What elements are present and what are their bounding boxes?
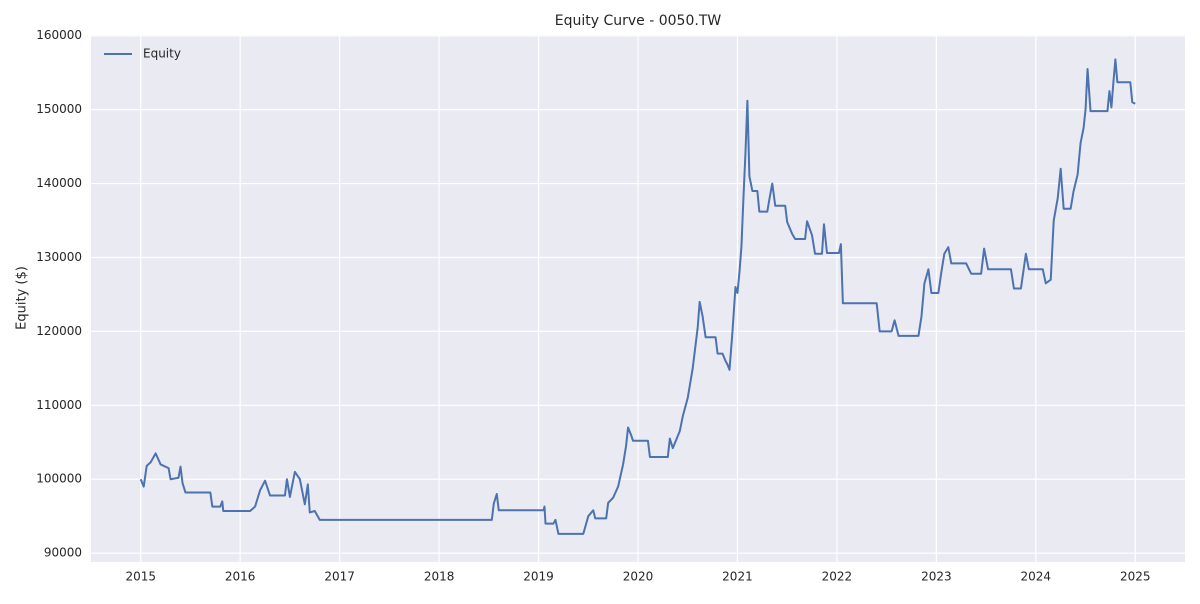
- x-tick-label: 2019: [523, 570, 554, 584]
- x-tick-label: 2016: [225, 570, 256, 584]
- y-tick-label: 110000: [36, 398, 82, 412]
- x-tick-label: 2015: [125, 570, 156, 584]
- y-tick-label: 120000: [36, 324, 82, 338]
- x-tick-label: 2021: [722, 570, 753, 584]
- x-tick-label: 2020: [623, 570, 654, 584]
- y-tick-label: 160000: [36, 28, 82, 42]
- x-tick-label: 2024: [1021, 570, 1052, 584]
- equity-line: [139, 58, 1136, 535]
- x-tick-label: 2022: [822, 570, 853, 584]
- y-tick-label: 90000: [44, 546, 82, 560]
- x-tick-label: 2023: [921, 570, 952, 584]
- x-tick-label: 2025: [1120, 570, 1151, 584]
- y-tick-label: 100000: [36, 472, 82, 486]
- y-tick-label: 130000: [36, 250, 82, 264]
- y-tick-label: 150000: [36, 102, 82, 116]
- x-tick-label: 2018: [424, 570, 455, 584]
- legend-label: Equity: [143, 47, 181, 61]
- chart-title: Equity Curve - 0050.TW: [555, 13, 722, 29]
- x-tick-label: 2017: [324, 570, 355, 584]
- y-tick-label: 140000: [36, 176, 82, 190]
- y-axis-label: Equity ($): [15, 266, 30, 330]
